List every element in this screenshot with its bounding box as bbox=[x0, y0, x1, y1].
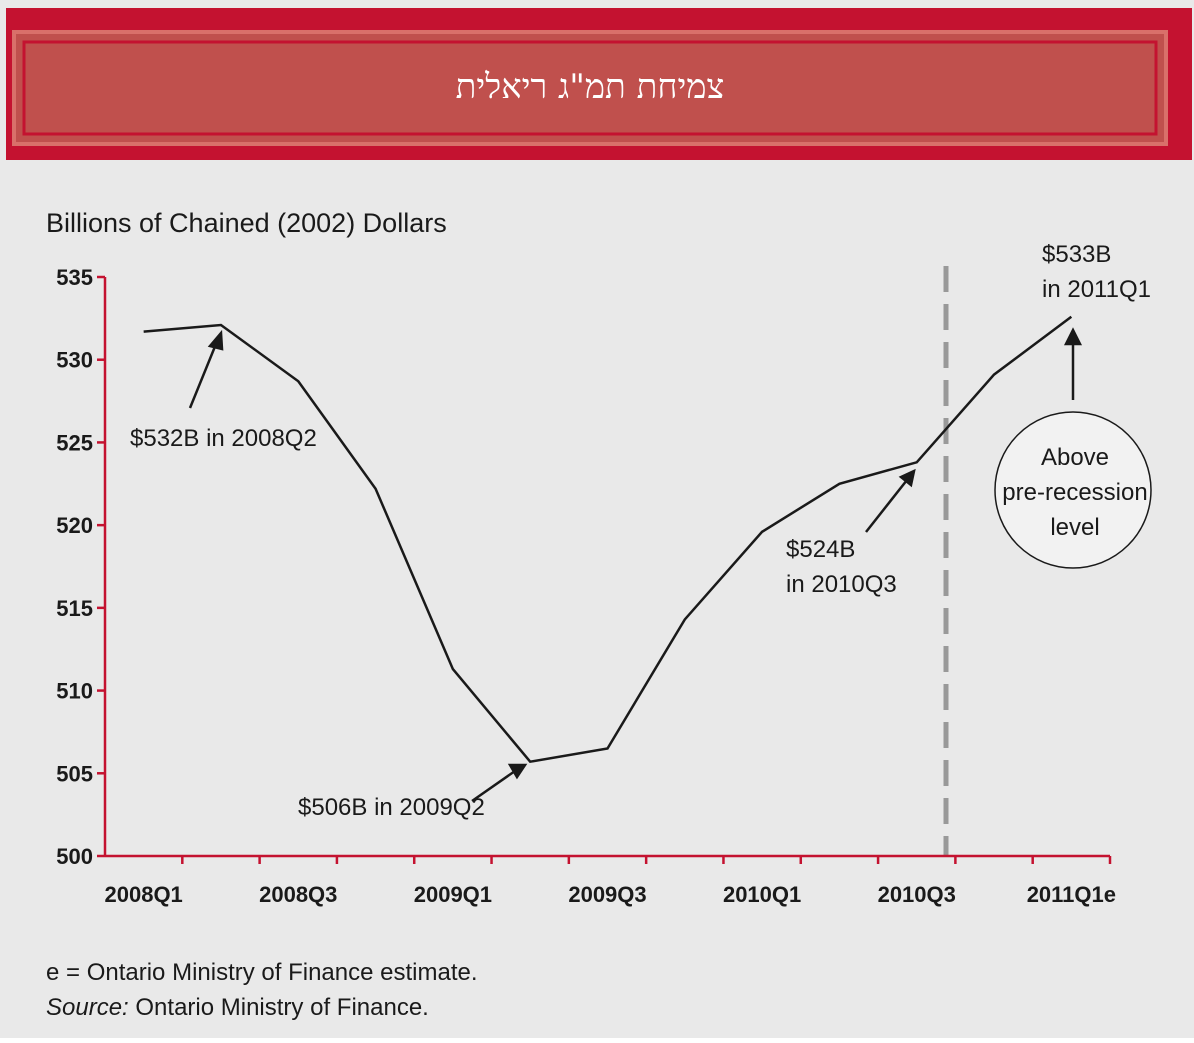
arrow-head bbox=[1063, 327, 1083, 346]
source-text: Ontario Ministry of Finance. bbox=[135, 994, 428, 1021]
arrow bbox=[865, 479, 908, 533]
annotation: $524B bbox=[786, 536, 855, 563]
x-tick-label: 2009Q3 bbox=[568, 882, 646, 907]
x-tick-label: 2008Q1 bbox=[105, 882, 183, 907]
y-tick-label: 520 bbox=[56, 513, 93, 538]
y-tick-label: 500 bbox=[56, 844, 93, 869]
chart-title: צמיחת תמ"ג ריאלית bbox=[456, 67, 725, 107]
x-tick-label: 2010Q3 bbox=[878, 882, 956, 907]
annotation: $533B bbox=[1042, 241, 1111, 268]
annotation: $532B in 2008Q2 bbox=[130, 425, 317, 452]
source: Source: Ontario Ministry of Finance. bbox=[46, 994, 429, 1021]
header-box bbox=[12, 30, 1168, 146]
y-tick-label: 510 bbox=[56, 679, 93, 704]
arrow bbox=[471, 769, 516, 803]
x-tick-label: 2011Q1e bbox=[1027, 882, 1116, 907]
annotations: $532B in 2008Q2 $506B in 2009Q2 $524B in 20… bbox=[130, 241, 1151, 821]
y-tick-label: 515 bbox=[56, 596, 93, 621]
y-tick-label: 505 bbox=[56, 761, 93, 786]
y-tick-label: 525 bbox=[56, 430, 93, 455]
line-series bbox=[143, 315, 1073, 764]
annotation: Above bbox=[1041, 444, 1109, 471]
annotation: level bbox=[1050, 514, 1099, 541]
arrows bbox=[188, 327, 1083, 803]
x-tick-label: 2008Q3 bbox=[259, 882, 337, 907]
annotation: pre-recession bbox=[1002, 479, 1147, 506]
arrow-head bbox=[207, 329, 224, 351]
annotation: $506B in 2009Q2 bbox=[298, 794, 485, 821]
arrow-head bbox=[898, 468, 916, 488]
arrow-head bbox=[507, 763, 528, 780]
annotation: in 2010Q3 bbox=[786, 571, 897, 598]
y-tick-label: 535 bbox=[56, 265, 93, 290]
header-inner bbox=[22, 40, 1158, 136]
y-tick-label: 530 bbox=[56, 348, 93, 373]
footnote: e = Ontario Ministry of Finance estimate… bbox=[46, 959, 478, 986]
callout-circle bbox=[994, 411, 1152, 569]
arrow bbox=[188, 343, 218, 409]
plot-area: 500 505 510 515 520 525 530 535 2008Q1 2008Q3 2009… bbox=[56, 265, 1116, 907]
annotation: in 2011Q1 bbox=[1042, 276, 1151, 303]
x-tick-label: 2009Q1 bbox=[414, 882, 492, 907]
source-label: Source: bbox=[46, 994, 129, 1021]
y-axis-label: Billions of Chained (2002) Dollars bbox=[46, 208, 447, 238]
x-tick-label: 2010Q1 bbox=[723, 882, 801, 907]
